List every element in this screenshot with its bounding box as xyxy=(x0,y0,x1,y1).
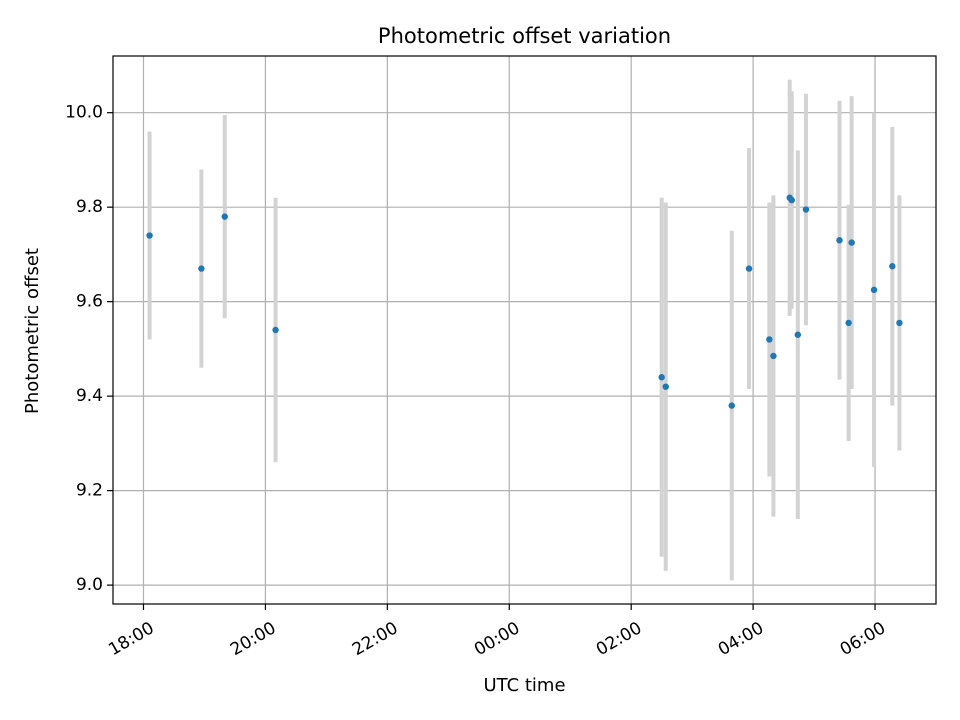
data-point xyxy=(272,326,279,334)
point-layer xyxy=(146,194,903,409)
data-point xyxy=(198,265,205,272)
y-tick-label: 9.2 xyxy=(76,481,103,501)
data-point xyxy=(794,331,802,338)
data-point xyxy=(766,336,773,343)
y-tick-label: 9.4 xyxy=(76,386,103,406)
data-point xyxy=(802,206,810,213)
data-point xyxy=(728,402,735,409)
data-point xyxy=(146,232,153,239)
y-tick-label: 9.6 xyxy=(76,292,103,312)
data-point xyxy=(889,263,896,270)
data-point xyxy=(221,213,228,220)
data-point xyxy=(745,265,753,272)
data-point xyxy=(836,237,843,244)
y-tick-label: 10.0 xyxy=(65,103,103,123)
data-point xyxy=(870,286,878,294)
x-axis-label: UTC time xyxy=(483,675,565,696)
data-point xyxy=(658,374,665,381)
data-point xyxy=(770,352,777,360)
data-point xyxy=(896,319,903,327)
data-point xyxy=(845,319,852,327)
data-point xyxy=(788,196,795,204)
plot-frame xyxy=(112,55,937,605)
data-point xyxy=(848,239,855,246)
data-point xyxy=(662,383,669,390)
y-tick-label: 9.8 xyxy=(76,197,103,217)
chart-title: Photometric offset variation xyxy=(378,24,671,48)
y-tick-label: 9.0 xyxy=(76,575,103,595)
y-axis-label: Photometric offset xyxy=(22,248,43,414)
